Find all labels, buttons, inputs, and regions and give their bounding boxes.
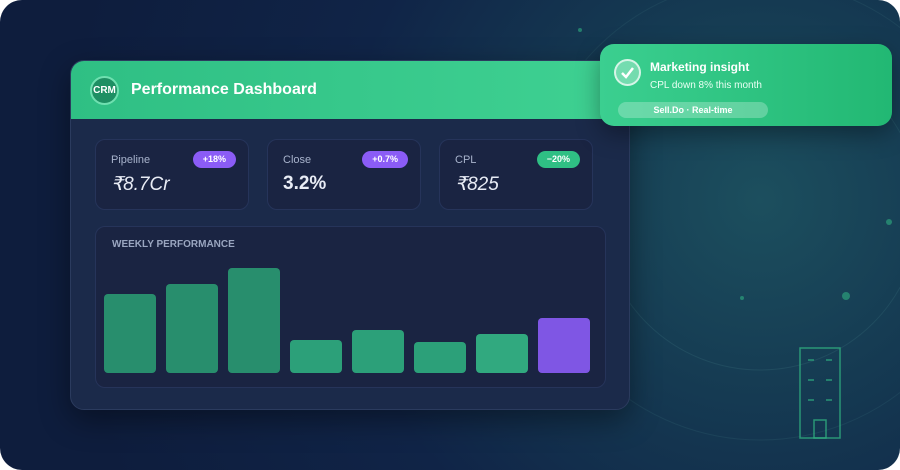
bar [228, 268, 280, 373]
bar [166, 284, 218, 373]
kpi-change: −20% [536, 151, 580, 168]
kpi-card: CPL ₹825 −20% [439, 139, 593, 210]
chart-title: WEEKLY PERFORMANCE [112, 239, 235, 250]
notification-message: CPL down 8% this month [650, 80, 762, 91]
bar [352, 330, 404, 373]
header-title: Performance Dashboard [131, 81, 317, 98]
kpi-label: CPL [455, 154, 477, 166]
kpi-card: Close 3.2% +0.7% [267, 139, 421, 210]
notification-title: Marketing insight [650, 60, 750, 74]
kpi-label: Pipeline [111, 154, 151, 166]
kpi-value: ₹825 [455, 174, 499, 195]
header: CRM Performance Dashboard [71, 61, 629, 119]
bar-chart [104, 268, 590, 373]
chart-panel: WEEKLY PERFORMANCE [95, 226, 606, 388]
kpi-card: Pipeline ₹8.7Cr +18% [95, 139, 249, 210]
kpi-change: +18% [192, 151, 236, 168]
check-icon [614, 59, 641, 86]
notification-tag: Sell.Do · Real-time [618, 102, 768, 118]
dashboard-card: CRM Performance Dashboard Pipeline ₹8.7C… [70, 60, 630, 410]
kpi-change: +0.7% [362, 151, 408, 168]
bar [538, 318, 590, 373]
bar [476, 334, 528, 373]
notification: Marketing insight CPL down 8% this month… [600, 44, 892, 126]
kpi-label: Close [283, 154, 312, 166]
bar [104, 294, 156, 373]
bar [290, 340, 342, 373]
bar [414, 342, 466, 373]
kpi-value: 3.2% [283, 173, 327, 194]
logo: CRM [90, 76, 119, 105]
kpi-value: ₹8.7Cr [111, 174, 170, 195]
